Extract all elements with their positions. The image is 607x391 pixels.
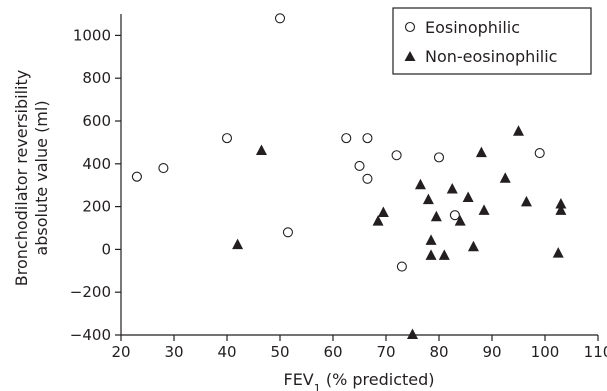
y-axis-title-line-2: absolute value (ml) (32, 100, 51, 255)
x-tick-label: 110 (584, 343, 607, 361)
data-point-non-eosinophilic (414, 178, 426, 190)
x-tick-label: 20 (111, 343, 130, 361)
x-tick-label: 30 (164, 343, 183, 361)
data-point-non-eosinophilic (478, 204, 490, 215)
data-point-non-eosinophilic (255, 144, 267, 155)
data-point-eosinophilic (449, 210, 460, 221)
series-non-eosinophilic (232, 125, 567, 339)
data-point-non-eosinophilic (467, 240, 479, 252)
legend-label-eosinophilic: Eosinophilic (425, 18, 520, 37)
data-point-eosinophilic (274, 13, 286, 24)
x-tick-label: 80 (429, 343, 448, 361)
y-axis-title: Bronchodilator reversibility absolute va… (12, 70, 51, 286)
x-tick-label: 60 (323, 343, 342, 361)
data-point-non-eosinophilic (454, 215, 466, 226)
data-point-eosinophilic (131, 171, 142, 182)
data-point-non-eosinophilic (499, 172, 511, 183)
x-axis-ticks: 20 30 40 50 60 70 80 90 100 110 (111, 335, 607, 361)
data-point-non-eosinophilic (422, 193, 434, 205)
legend: Eosinophilic Non-eosinophilic (392, 7, 592, 75)
data-point-non-eosinophilic (377, 206, 389, 218)
data-point-non-eosinophilic (475, 146, 487, 158)
data-point-non-eosinophilic (513, 125, 524, 136)
data-point-eosinophilic (158, 163, 169, 174)
y-tick-label: −400 (70, 326, 111, 344)
data-point-eosinophilic (391, 150, 402, 161)
y-tick-label: 400 (82, 155, 111, 173)
legend-label-non-eosinophilic: Non-eosinophilic (425, 47, 557, 66)
y-axis-ticks: −400 −200 0 200 400 600 800 1000 (70, 26, 121, 344)
x-tick-label: 100 (531, 343, 560, 361)
data-point-eosinophilic (341, 133, 352, 144)
data-point-non-eosinophilic (555, 197, 567, 209)
y-tick-label: 200 (82, 198, 111, 216)
legend-box (392, 7, 592, 75)
data-point-non-eosinophilic (232, 238, 244, 250)
x-axis-title-suffix: (% predicted) (321, 370, 435, 389)
x-axis-title: FEV1 (% predicted) (283, 370, 434, 391)
series-eosinophilic (131, 13, 545, 272)
data-point-non-eosinophilic (520, 195, 532, 207)
data-point-non-eosinophilic (552, 247, 564, 258)
y-axis-title-line-1: Bronchodilator reversibility (12, 70, 31, 286)
data-point-non-eosinophilic (446, 182, 458, 194)
data-point-non-eosinophilic (430, 210, 442, 222)
data-point-eosinophilic (362, 133, 373, 144)
data-point-non-eosinophilic (438, 249, 450, 260)
legend-marker-non-eosinophilic (404, 51, 416, 61)
x-axis-title-main: FEV (283, 370, 313, 389)
x-tick-label: 90 (482, 343, 501, 361)
data-point-eosinophilic (354, 160, 365, 171)
x-tick-label: 40 (217, 343, 236, 361)
data-point-non-eosinophilic (555, 204, 567, 215)
data-point-non-eosinophilic (407, 328, 418, 339)
data-point-eosinophilic (221, 133, 233, 144)
y-tick-label: 800 (82, 69, 111, 87)
y-tick-label: 0 (101, 240, 111, 258)
x-axis-title-subscript: 1 (314, 382, 321, 391)
y-tick-label: 600 (82, 112, 111, 130)
data-point-eosinophilic (396, 261, 407, 272)
y-tick-label: 1000 (73, 26, 111, 44)
data-point-non-eosinophilic (462, 191, 474, 203)
data-point-eosinophilic (534, 148, 545, 159)
data-point-eosinophilic (362, 173, 373, 184)
x-tick-label: 50 (270, 343, 289, 361)
data-point-non-eosinophilic (425, 249, 437, 260)
legend-marker-eosinophilic (404, 21, 416, 33)
data-point-non-eosinophilic (372, 215, 384, 226)
x-tick-label: 70 (376, 343, 395, 361)
data-point-eosinophilic (433, 152, 445, 163)
data-point-non-eosinophilic (425, 234, 437, 245)
y-tick-label: −200 (70, 283, 111, 301)
data-point-eosinophilic (282, 227, 294, 238)
